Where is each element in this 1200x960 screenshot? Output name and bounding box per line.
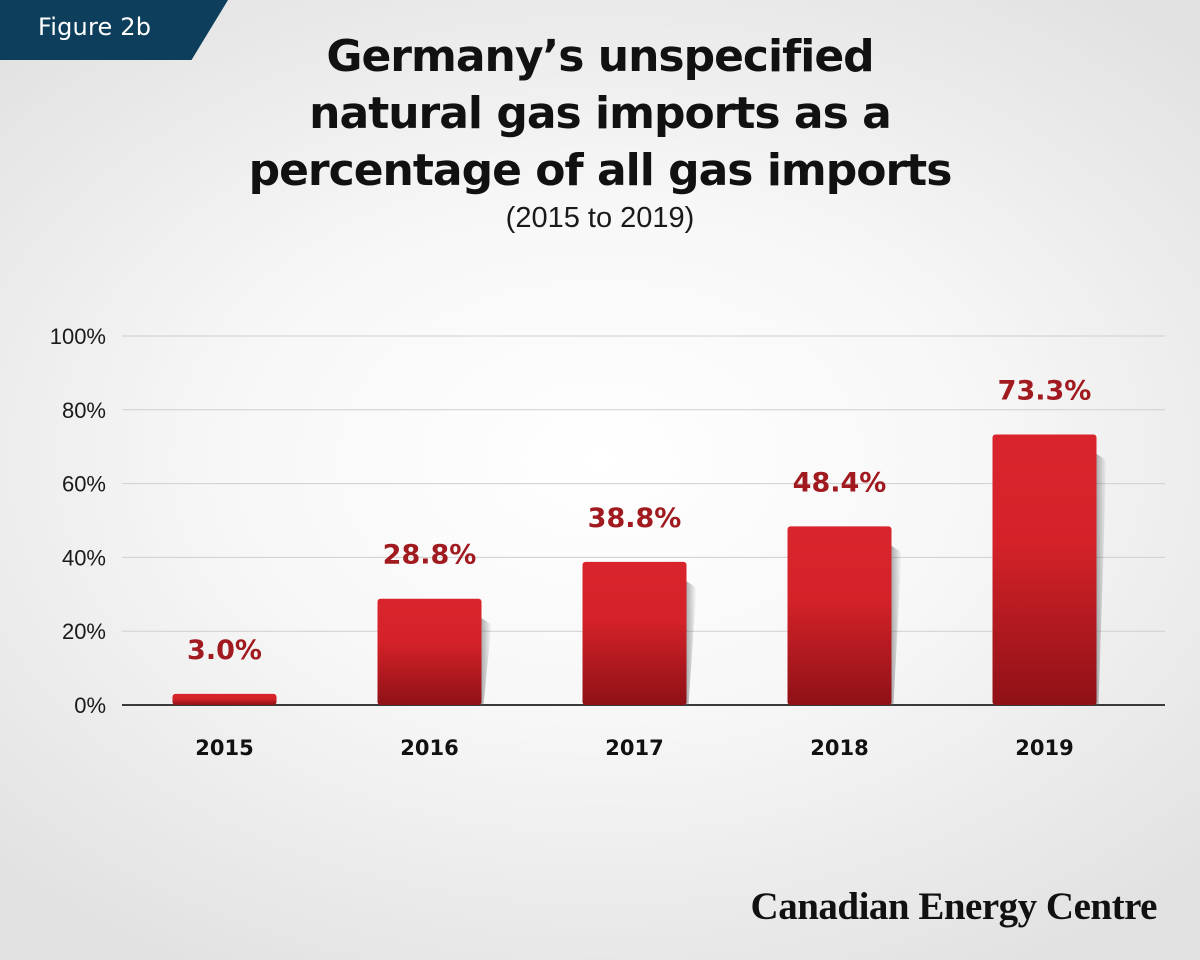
chart-title: Germany’s unspecified natural gas import…	[150, 28, 1050, 199]
chart-title-line-3: percentage of all gas imports	[248, 145, 953, 196]
bar-shadow	[479, 616, 492, 705]
x-tick-label-2018: 2018	[810, 736, 868, 760]
brand-logo-text: Canadian Energy Centre	[750, 885, 1158, 928]
bar-shadow	[1094, 452, 1107, 705]
bar-shadow	[889, 544, 902, 705]
x-tick-label-2019: 2019	[1015, 736, 1073, 760]
bar-2017	[582, 561, 687, 705]
bar-2018	[787, 526, 892, 705]
data-label-2016: 28.8%	[383, 540, 477, 571]
bar-2015	[172, 693, 277, 705]
chart-subtitle: (2015 to 2019)	[505, 202, 695, 234]
data-label-2018: 48.4%	[793, 467, 887, 498]
value-labels: 3.0% 28.8% 38.8% 48.4% 73.3%	[187, 376, 1091, 666]
x-tick-label-2017: 2017	[605, 736, 663, 760]
figure-label: Figure 2b	[38, 13, 152, 41]
chart-title-line-2: natural gas imports as a	[309, 88, 892, 139]
y-tick-label: 80%	[62, 398, 106, 423]
y-tick-label: 100%	[50, 324, 106, 349]
data-label-2017: 38.8%	[588, 503, 682, 534]
bar-shadow	[684, 579, 697, 705]
chart-title-line-1: Germany’s unspecified	[326, 31, 874, 82]
y-tick-label: 40%	[62, 545, 106, 570]
y-tick-label: 60%	[62, 472, 106, 497]
bars	[172, 434, 1107, 705]
data-label-2019: 73.3%	[998, 376, 1092, 407]
bar-2019	[992, 434, 1097, 705]
y-tick-label: 0%	[74, 693, 106, 718]
gridlines	[122, 335, 1165, 706]
bar-2016	[377, 598, 482, 705]
y-tick-label: 20%	[62, 619, 106, 644]
figure-label-tag: Figure 2b	[0, 0, 228, 60]
x-tick-label-2015: 2015	[195, 736, 253, 760]
x-axis-ticks: 2015 2016 2017 2018 2019	[195, 736, 1073, 760]
data-label-2015: 3.0%	[187, 635, 262, 666]
x-tick-label-2016: 2016	[400, 736, 458, 760]
y-axis-ticks: 0% 20% 40% 60% 80% 100%	[50, 324, 106, 718]
